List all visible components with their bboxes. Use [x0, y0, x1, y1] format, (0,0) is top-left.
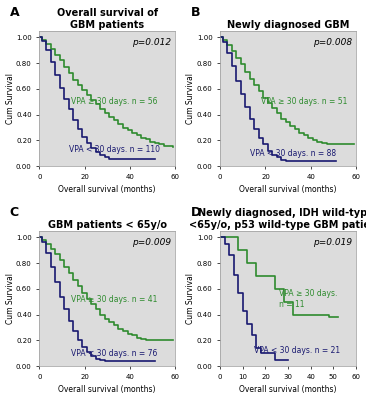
Title: Overall survival of
GBM patients: Overall survival of GBM patients — [57, 8, 158, 30]
X-axis label: Overall survival (months): Overall survival (months) — [59, 386, 156, 394]
Text: p=0.009: p=0.009 — [132, 238, 171, 246]
Title: GBM patients < 65y/o: GBM patients < 65y/o — [48, 220, 167, 230]
Y-axis label: Cum Survival: Cum Survival — [5, 73, 15, 124]
Text: VPA < 30 days. n = 21: VPA < 30 days. n = 21 — [254, 346, 340, 355]
Title: Newly diagnosed, IDH wild-type,
<65y/o, p53 wild-type GBM patients: Newly diagnosed, IDH wild-type, <65y/o, … — [189, 208, 366, 230]
Text: VPA ≥ 30 days.
n = 11: VPA ≥ 30 days. n = 11 — [279, 290, 337, 309]
X-axis label: Overall survival (months): Overall survival (months) — [239, 186, 337, 194]
Title: Newly diagnosed GBM: Newly diagnosed GBM — [227, 20, 349, 30]
Text: C: C — [10, 206, 19, 219]
Text: p=0.019: p=0.019 — [313, 238, 352, 246]
Text: D: D — [190, 206, 201, 219]
Text: VPA < 30 days. n = 110: VPA < 30 days. n = 110 — [69, 145, 160, 154]
X-axis label: Overall survival (months): Overall survival (months) — [59, 186, 156, 194]
Text: p=0.008: p=0.008 — [313, 38, 352, 46]
Y-axis label: Cum Survival: Cum Survival — [186, 73, 195, 124]
Y-axis label: Cum Survival: Cum Survival — [5, 273, 15, 324]
Text: VPA < 30 days. n = 76: VPA < 30 days. n = 76 — [71, 349, 157, 358]
X-axis label: Overall survival (months): Overall survival (months) — [239, 386, 337, 394]
Text: VPA < 30 days. n = 88: VPA < 30 days. n = 88 — [250, 149, 336, 158]
Text: VPA ≥ 30 days. n = 41: VPA ≥ 30 days. n = 41 — [71, 295, 157, 304]
Text: VPA ≥ 30 days. n = 56: VPA ≥ 30 days. n = 56 — [71, 97, 157, 106]
Text: B: B — [190, 6, 200, 19]
Text: VPA ≥ 30 days. n = 51: VPA ≥ 30 days. n = 51 — [261, 97, 347, 106]
Text: p=0.012: p=0.012 — [132, 38, 171, 46]
Text: A: A — [10, 6, 19, 19]
Y-axis label: Cum Survival: Cum Survival — [186, 273, 195, 324]
